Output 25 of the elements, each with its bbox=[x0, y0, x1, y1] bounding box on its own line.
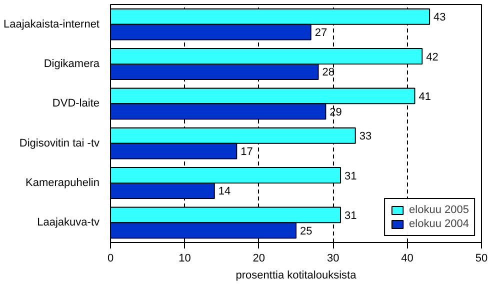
data-label: 31 bbox=[344, 210, 357, 222]
data-label: 14 bbox=[218, 186, 231, 198]
y-tick-label: Laajakaista-internet bbox=[3, 18, 100, 30]
x-axis-title: prosenttia kotitalouksista bbox=[236, 270, 358, 282]
x-tick-label: 30 bbox=[326, 252, 340, 264]
data-label: 33 bbox=[359, 130, 372, 143]
y-tick-label: Kamerapuhelin bbox=[26, 177, 100, 189]
legend-label: elokuu 2005 bbox=[409, 204, 469, 216]
y-tick-label: Digisovitin tai -tv bbox=[19, 137, 100, 150]
y-tick-label: DVD-laite bbox=[52, 98, 100, 110]
x-tick-label: 20 bbox=[252, 252, 266, 264]
x-tick-label: 10 bbox=[178, 252, 191, 264]
data-label: 31 bbox=[344, 170, 357, 182]
legend-label: elokuu 2004 bbox=[409, 218, 469, 230]
data-label: 25 bbox=[300, 225, 312, 238]
data-label: 43 bbox=[434, 12, 446, 24]
data-label: 17 bbox=[240, 146, 253, 158]
x-tick-label: 40 bbox=[401, 252, 414, 264]
y-tick-label: Digikamera bbox=[44, 58, 100, 70]
x-tick-label: 50 bbox=[475, 252, 488, 264]
data-label: 41 bbox=[418, 90, 431, 103]
x-tick-label: 0 bbox=[107, 252, 114, 264]
data-label: 42 bbox=[426, 51, 438, 64]
y-tick-label: Laajakuva-tv bbox=[37, 216, 100, 229]
data-label: 27 bbox=[314, 27, 328, 40]
